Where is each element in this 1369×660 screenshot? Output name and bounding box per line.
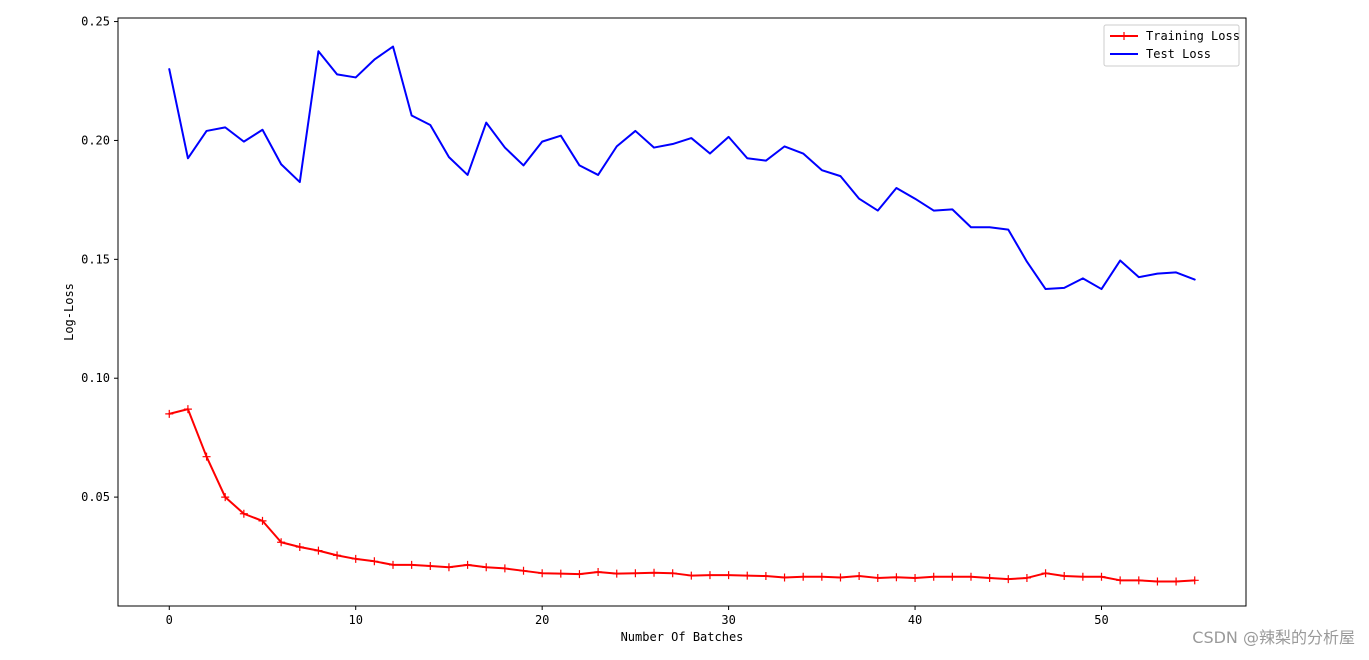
plot-area [118,18,1246,606]
data-point-training-loss [985,573,994,582]
data-point-training-loss [482,563,491,572]
data-point-training-loss [221,493,230,502]
data-point-training-loss [817,572,826,581]
data-point-training-loss [277,538,286,547]
data-point-training-loss [743,571,752,580]
data-point-training-loss [594,567,603,576]
data-point-training-loss [650,568,659,577]
data-point-training-loss [836,573,845,582]
data-point-training-loss [389,560,398,569]
data-point-training-loss [202,452,211,461]
data-point-training-loss [351,554,360,563]
data-point-training-loss [1134,576,1143,585]
data-point-training-loss [1190,576,1199,585]
y-tick-label: 0.20 [81,133,110,147]
data-point-training-loss [500,564,509,573]
data-point-training-loss [929,572,938,581]
data-point-training-loss [966,572,975,581]
x-tick-label: 10 [348,613,362,627]
legend-label-training-loss: Training Loss [1146,29,1240,43]
data-point-training-loss [183,405,192,414]
data-point-training-loss [258,516,267,525]
data-point-training-loss [668,569,677,578]
series-line-test-loss [168,45,1196,291]
data-point-training-loss [165,409,174,418]
legend: Training Loss Test Loss [1103,24,1240,67]
legend-label-test-loss: Test Loss [1146,47,1211,61]
data-point-training-loss [892,573,901,582]
data-point-training-loss [295,543,304,552]
x-axis-label: Number Of Batches [621,630,744,644]
data-point-training-loss [426,562,435,571]
data-point-training-loss [873,573,882,582]
series-layer [165,45,1199,586]
data-point-training-loss [1078,572,1087,581]
data-point-training-loss [463,560,472,569]
x-tick-label: 20 [535,613,549,627]
data-point-training-loss [239,509,248,518]
y-axis-ticks: 0.05 0.10 0.15 0.20 0.25 [81,15,118,504]
y-tick-label: 0.10 [81,371,110,385]
data-point-training-loss [519,566,528,575]
data-point-training-loss [1097,572,1106,581]
data-point-training-loss [948,572,957,581]
data-point-training-loss [1153,577,1162,586]
data-point-training-loss [333,551,342,560]
data-point-training-loss [631,569,640,578]
x-axis-ticks: 0 10 20 30 40 50 [166,606,1109,627]
x-tick-label: 0 [166,613,173,627]
data-point-training-loss [724,571,733,580]
data-point-training-loss [370,557,379,566]
data-point-training-loss [444,563,453,572]
data-point-training-loss [314,546,323,555]
data-point-training-loss [1041,569,1050,578]
watermark-text: CSDN @辣梨的分析屋 [1192,628,1355,647]
data-point-training-loss [556,569,565,578]
data-point-training-loss [687,571,696,580]
data-point-training-loss [761,572,770,581]
data-point-training-loss [911,573,920,582]
x-tick-label: 40 [908,613,922,627]
data-point-training-loss [1004,575,1013,584]
data-point-training-loss [575,570,584,579]
data-point-training-loss [1060,572,1069,581]
legend-marker-training-loss [1120,32,1128,40]
data-point-training-loss [1172,577,1181,586]
y-tick-label: 0.05 [81,490,110,504]
data-point-training-loss [705,571,714,580]
x-tick-label: 30 [721,613,735,627]
y-tick-label: 0.25 [81,15,110,29]
data-point-training-loss [799,572,808,581]
data-point-training-loss [1116,576,1125,585]
data-point-training-loss [855,572,864,581]
data-point-training-loss [612,569,621,578]
y-tick-label: 0.15 [81,252,110,266]
data-point-training-loss [1022,573,1031,582]
plot-frame [117,17,1247,607]
y-axis-label: Log-Loss [62,283,76,341]
x-tick-label: 50 [1094,613,1108,627]
data-point-training-loss [407,560,416,569]
data-point-training-loss [538,569,547,578]
data-point-training-loss [780,573,789,582]
